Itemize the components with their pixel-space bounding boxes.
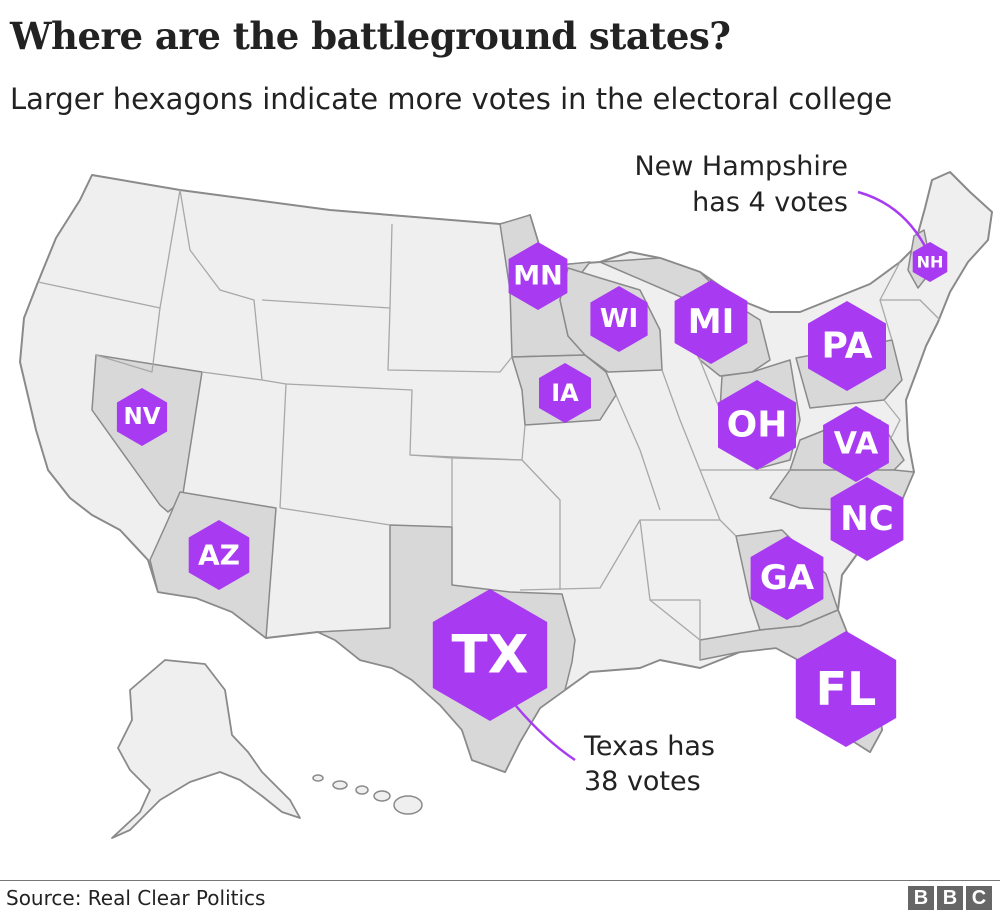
us-map: MN WI MI IA NV PA OH VA NC AZ GA TX FL NH New Hampshi… (19, 151, 993, 839)
hexagon-va (823, 406, 889, 482)
hexagon-label-fl: FL (816, 662, 877, 716)
hexagon-label-nh: NH (917, 253, 944, 272)
nh-leader-line (857, 190, 930, 253)
hexagon-nh (912, 242, 948, 282)
nh-annotation: New Hampshire has 4 votes (634, 151, 848, 218)
hexagon-az (188, 520, 250, 590)
hexagon-label-nv: NV (123, 404, 160, 430)
tx-leader-line (515, 705, 576, 762)
nh-annotation-line1: New Hampshire (634, 151, 848, 182)
hexagon-label-ga: GA (760, 558, 815, 598)
hexagon-mn (508, 242, 568, 310)
hexagon-label-va: VA (834, 427, 879, 462)
chart-title: Where are the battleground states? (10, 14, 731, 58)
hexagon-ia (539, 363, 591, 423)
hexagon-label-az: AZ (198, 539, 240, 572)
hexagon-label-mn: MN (513, 261, 562, 292)
hexagon-label-oh: OH (727, 405, 788, 446)
hexagon-label-ia: IA (551, 379, 579, 407)
hexagon-tx (432, 589, 548, 721)
footer-divider (0, 880, 1000, 881)
hexagon-oh (718, 380, 796, 470)
hexagon-nc (830, 477, 904, 561)
hexagon-ga (750, 536, 824, 620)
chart-subtitle: Larger hexagons indicate more votes in t… (10, 82, 893, 116)
nh-annotation-line2: has 4 votes (692, 187, 848, 218)
hexagon-wi (590, 286, 648, 352)
battleground-hexagons: MN WI MI IA NV PA OH VA NC AZ GA TX FL NH (116, 242, 948, 747)
hawaii (312, 774, 423, 815)
hexagon-label-nc: NC (840, 499, 893, 539)
hexagon-label-mi: MI (688, 302, 734, 342)
hexagon-nv (116, 388, 168, 446)
hexagon-label-pa: PA (822, 326, 873, 367)
tx-annotation: Texas has 38 votes (583, 731, 715, 797)
hexagon-pa (808, 301, 886, 391)
hexagon-label-wi: WI (600, 304, 638, 334)
state-borders (37, 189, 941, 660)
tx-annotation-line1: Texas has (583, 731, 715, 762)
hexagon-fl (795, 631, 897, 747)
alaska (111, 659, 301, 839)
hexagon-label-tx: TX (451, 625, 528, 686)
hexagon-mi (674, 280, 748, 364)
source-note: Source: Real Clear Politics (6, 886, 266, 910)
tx-annotation-line2: 38 votes (584, 766, 701, 797)
